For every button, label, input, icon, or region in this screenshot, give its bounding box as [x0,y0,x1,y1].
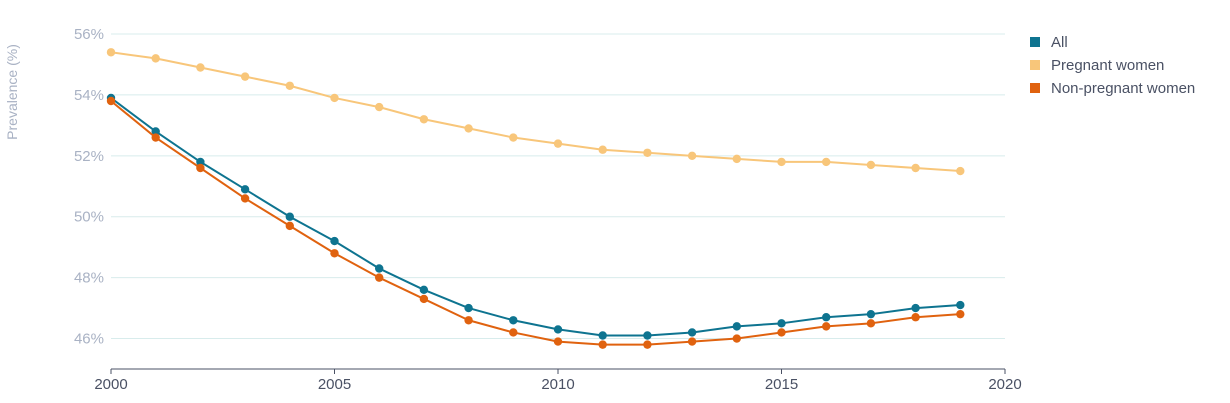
legend-swatch [1030,37,1040,47]
data-point [285,81,294,90]
data-point [687,337,697,346]
data-point [464,124,473,133]
data-point [866,160,876,170]
data-point [822,313,831,322]
data-point [375,102,384,112]
data-point [330,93,339,103]
data-point [330,236,339,246]
data-point [687,151,697,161]
data-point [732,154,741,164]
legend-label: Pregnant women [1051,57,1164,74]
data-point [419,115,429,124]
legend-swatch [1030,83,1040,93]
y-axis-label: Prevalence (%) [4,44,20,140]
data-point [151,127,160,136]
y-tick-label: 48% [74,270,104,287]
data-point [375,264,384,273]
data-point [643,340,652,349]
data-point [509,133,518,142]
data-point [553,337,563,346]
data-point [240,194,250,203]
data-point [106,48,116,57]
data-point [866,309,876,319]
data-point [553,139,563,148]
data-point [240,185,250,194]
data-point [911,313,920,322]
data-point [777,319,786,328]
series-group [106,48,965,349]
data-point [643,331,652,340]
series-pregnant-women [106,48,965,176]
series-line [110,51,961,173]
x-tick-label: 2000 [94,376,127,393]
data-point [598,331,607,340]
data-point [285,221,294,231]
data-point [151,54,160,63]
data-point [911,303,920,313]
y-tick-label: 54% [74,87,104,104]
data-point [330,249,339,258]
legend: All Pregnant women Non-pregnant women [1030,34,1195,97]
data-point [956,309,965,319]
data-point [196,163,205,173]
data-point [866,319,876,328]
data-point [956,166,965,176]
data-point [956,300,965,310]
data-point [509,328,518,337]
y-tick-label: 56% [74,26,104,43]
x-axis-ticks: 2000 2005 2010 2015 2020 [94,369,1022,393]
x-tick-label: 2020 [988,376,1021,393]
data-point [285,212,294,221]
gridlines [111,33,1005,340]
data-point [464,303,473,313]
legend-label: All [1051,34,1068,51]
data-point [419,294,429,304]
data-point [777,157,786,167]
data-point [553,325,563,334]
data-point [911,163,920,173]
data-point [419,285,429,295]
data-point [598,145,607,154]
data-point [151,133,160,142]
x-tick-label: 2015 [765,376,798,393]
data-point [732,322,741,331]
data-point [375,273,384,282]
x-tick-label: 2005 [318,376,351,393]
data-point [240,72,250,81]
y-axis-ticks: 46% 48% 50% 52% 54% 56% [74,26,104,348]
data-point [777,328,786,337]
data-point [598,340,607,349]
series-all [106,93,965,340]
legend-swatch [1030,60,1040,70]
data-point [196,157,205,167]
x-tick-label: 2010 [541,376,574,393]
data-point [464,316,473,325]
data-point [732,334,741,343]
data-point [509,316,518,325]
y-tick-label: 50% [74,209,104,226]
legend-label: Non-pregnant women [1051,80,1195,97]
data-point [822,157,831,167]
series-line [110,97,961,337]
series-line [110,100,961,346]
data-point [106,96,116,106]
data-point [687,328,697,337]
y-tick-label: 46% [74,331,104,348]
data-point [196,63,205,72]
data-point [643,148,652,157]
series-non-pregnant-women [106,96,965,349]
data-point [822,322,831,331]
y-tick-label: 52% [74,148,104,165]
